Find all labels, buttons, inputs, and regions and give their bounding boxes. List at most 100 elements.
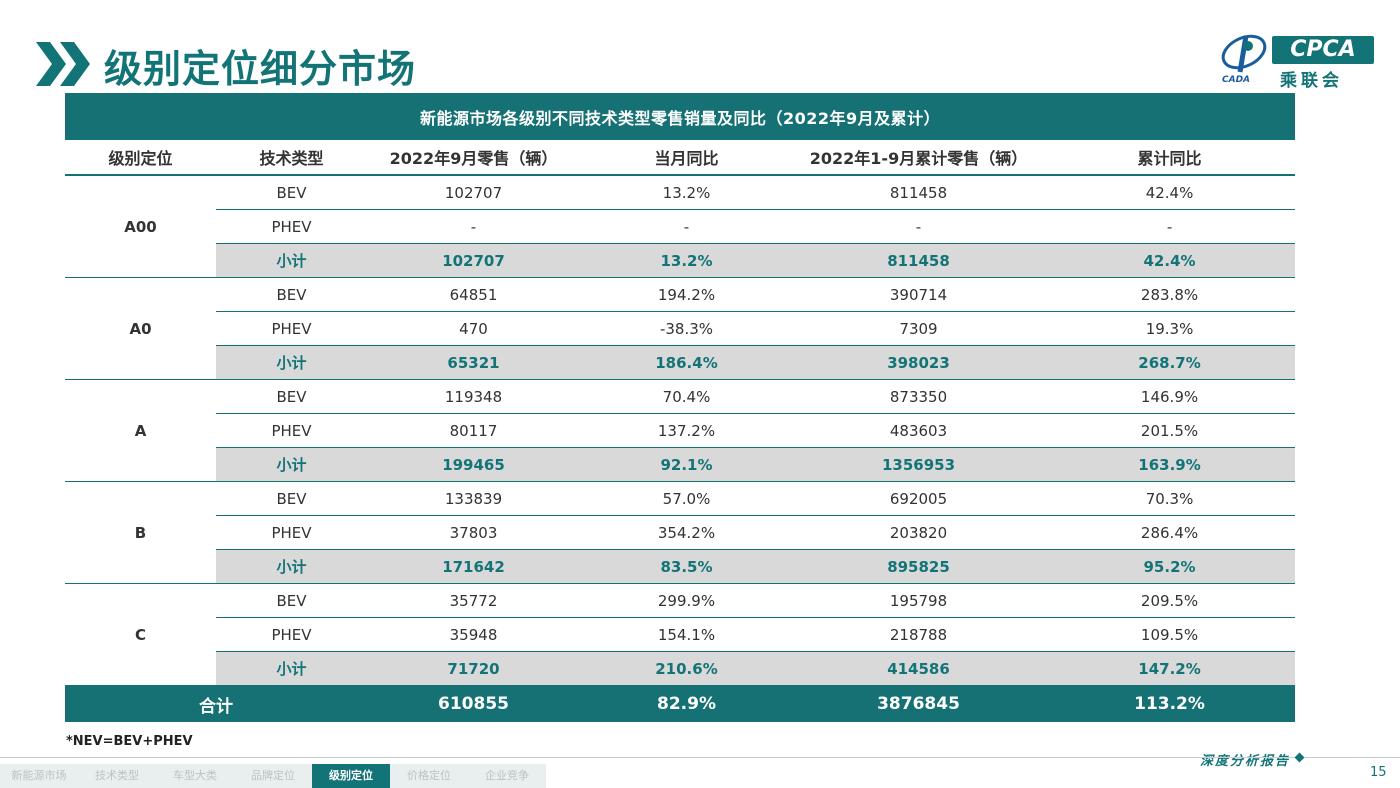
slide-header: 级别定位细分市场 CPCA 乘联会 CADA: [0, 0, 1400, 92]
value-cell: 42.4%: [1044, 175, 1296, 210]
value-cell: 209.5%: [1044, 583, 1296, 618]
tech-type-cell: BEV: [216, 481, 367, 516]
value-cell: -: [367, 209, 580, 244]
report-label: 深度分析报告: [1200, 754, 1291, 769]
value-cell: 64851: [367, 277, 580, 312]
grade-cell: C: [65, 583, 216, 686]
table-caption: 新能源市场各级别不同技术类型零售销量及同比（2022年9月及累计）: [65, 93, 1296, 140]
value-cell: 7309: [793, 311, 1044, 346]
value-cell: -38.3%: [580, 311, 793, 346]
value-cell: 83.5%: [580, 549, 793, 584]
tech-type-cell: PHEV: [216, 515, 367, 550]
tech-type-cell: BEV: [216, 583, 367, 618]
value-cell: -: [793, 209, 1044, 244]
total-value-cell: 113.2%: [1044, 685, 1296, 722]
grade-cell: A: [65, 379, 216, 482]
subtotal-row: 小计 65321 186.4% 398023 268.7%: [65, 345, 1296, 380]
value-cell: 895825: [793, 549, 1044, 584]
double-chevron-icon: [36, 42, 90, 86]
logo-text: CPCA: [1272, 36, 1374, 64]
section-nav: 新能源市场 技术类型 车型大类 品牌定位 级别定位 价格定位 企业竞争: [0, 764, 546, 788]
table-row: C BEV 35772 299.9% 195798 209.5%: [65, 583, 1296, 686]
value-cell: 137.2%: [580, 413, 793, 448]
value-cell: 692005: [793, 481, 1044, 516]
grade-cell: A00: [65, 175, 216, 278]
value-cell: 109.5%: [1044, 617, 1296, 652]
value-cell: 873350: [793, 379, 1044, 414]
column-header: 2022年1-9月累计零售（辆）: [793, 140, 1044, 176]
total-label: 合计: [65, 685, 367, 722]
nav-tab[interactable]: 新能源市场: [0, 764, 78, 788]
value-cell: 70.3%: [1044, 481, 1296, 516]
value-cell: 13.2%: [580, 175, 793, 210]
table-row: PHEV 35948 154.1% 218788 109.5%: [65, 617, 1296, 652]
tech-type-cell: 小计: [216, 447, 367, 482]
tech-type-cell: 小计: [216, 243, 367, 278]
column-header: 当月同比: [580, 140, 793, 176]
tech-type-cell: BEV: [216, 277, 367, 312]
tech-type-cell: PHEV: [216, 311, 367, 346]
value-cell: 811458: [793, 243, 1044, 278]
bottom-divider: [0, 757, 1400, 758]
nav-tab[interactable]: 级别定位: [312, 764, 390, 788]
subtotal-row: 小计 71720 210.6% 414586 147.2%: [65, 651, 1296, 686]
value-cell: 201.5%: [1044, 413, 1296, 448]
value-cell: 70.4%: [580, 379, 793, 414]
tech-type-cell: BEV: [216, 379, 367, 414]
table-row: PHEV 470 -38.3% 7309 19.3%: [65, 311, 1296, 346]
total-value-cell: 610855: [367, 685, 580, 722]
grade-cell: A0: [65, 277, 216, 380]
sales-table: 新能源市场各级别不同技术类型零售销量及同比（2022年9月及累计） 级别定位 技…: [65, 93, 1296, 722]
value-cell: 102707: [367, 175, 580, 210]
subtotal-row: 小计 199465 92.1% 1356953 163.9%: [65, 447, 1296, 482]
table-row: A0 BEV 64851 194.2% 390714 283.8%: [65, 277, 1296, 380]
value-cell: 195798: [793, 583, 1044, 618]
table-caption-row: 新能源市场各级别不同技术类型零售销量及同比（2022年9月及累计）: [65, 93, 1296, 140]
value-cell: 154.1%: [580, 617, 793, 652]
logo-cn-text: 乘联会: [1280, 71, 1343, 91]
subtotal-row: 小计 102707 13.2% 811458 42.4%: [65, 243, 1296, 278]
divider-marker: [1294, 752, 1305, 763]
tech-type-cell: BEV: [216, 175, 367, 210]
nav-tab[interactable]: 价格定位: [390, 764, 468, 788]
value-cell: 133839: [367, 481, 580, 516]
footnote: *NEV=BEV+PHEV: [66, 734, 193, 749]
total-value-cell: 3876845: [793, 685, 1044, 722]
value-cell: 71720: [367, 651, 580, 686]
value-cell: 483603: [793, 413, 1044, 448]
value-cell: 35772: [367, 583, 580, 618]
nav-tab[interactable]: 企业竞争: [468, 764, 546, 788]
nav-tab[interactable]: 品牌定位: [234, 764, 312, 788]
tech-type-cell: PHEV: [216, 209, 367, 244]
value-cell: 470: [367, 311, 580, 346]
page-title: 级别定位细分市场: [104, 47, 417, 91]
sales-table-container: 新能源市场各级别不同技术类型零售销量及同比（2022年9月及累计） 级别定位 技…: [65, 93, 1296, 722]
total-value-cell: 82.9%: [580, 685, 793, 722]
value-cell: -: [1044, 209, 1296, 244]
tech-type-cell: 小计: [216, 549, 367, 584]
table-row: B BEV 133839 57.0% 692005 70.3%: [65, 481, 1296, 584]
value-cell: 80117: [367, 413, 580, 448]
value-cell: 35948: [367, 617, 580, 652]
value-cell: 37803: [367, 515, 580, 550]
value-cell: 119348: [367, 379, 580, 414]
total-row: 合计 610855 82.9% 3876845 113.2%: [65, 685, 1296, 722]
value-cell: 398023: [793, 345, 1044, 380]
column-header: 2022年9月零售（辆）: [367, 140, 580, 176]
nav-tab[interactable]: 技术类型: [78, 764, 156, 788]
table-row: PHEV 37803 354.2% 203820 286.4%: [65, 515, 1296, 550]
table-header-row: 级别定位 技术类型 2022年9月零售（辆） 当月同比 2022年1-9月累计零…: [65, 140, 1296, 176]
value-cell: 199465: [367, 447, 580, 482]
column-header: 级别定位: [65, 140, 216, 176]
value-cell: 92.1%: [580, 447, 793, 482]
value-cell: 811458: [793, 175, 1044, 210]
nav-tab[interactable]: 车型大类: [156, 764, 234, 788]
value-cell: 19.3%: [1044, 311, 1296, 346]
subtotal-row: 小计 171642 83.5% 895825 95.2%: [65, 549, 1296, 584]
value-cell: 95.2%: [1044, 549, 1296, 584]
table-row: PHEV 80117 137.2% 483603 201.5%: [65, 413, 1296, 448]
value-cell: 354.2%: [580, 515, 793, 550]
value-cell: 194.2%: [580, 277, 793, 312]
value-cell: 1356953: [793, 447, 1044, 482]
value-cell: -: [580, 209, 793, 244]
